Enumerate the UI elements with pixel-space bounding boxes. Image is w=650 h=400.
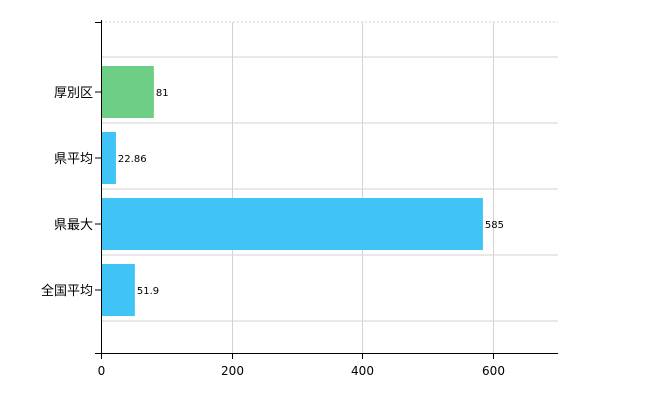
bar: [101, 264, 135, 316]
x-tick-label: 0: [98, 364, 106, 378]
bar: [101, 198, 483, 250]
category-label: 県平均: [54, 152, 93, 167]
category-label: 県最大: [54, 218, 93, 233]
category-label: 全国平均: [41, 283, 93, 299]
bar: [101, 132, 116, 184]
bar-value-label: 81: [156, 88, 169, 99]
x-tick-label: 200: [221, 364, 244, 378]
bar-value-label: 51.9: [137, 286, 159, 297]
bar-value-label: 585: [485, 220, 504, 231]
x-tick-label: 600: [482, 364, 505, 378]
category-label: 厚別区: [54, 86, 93, 101]
x-tick-label: 400: [351, 364, 374, 378]
bar: [101, 66, 154, 118]
bar-value-label: 22.86: [118, 154, 147, 165]
